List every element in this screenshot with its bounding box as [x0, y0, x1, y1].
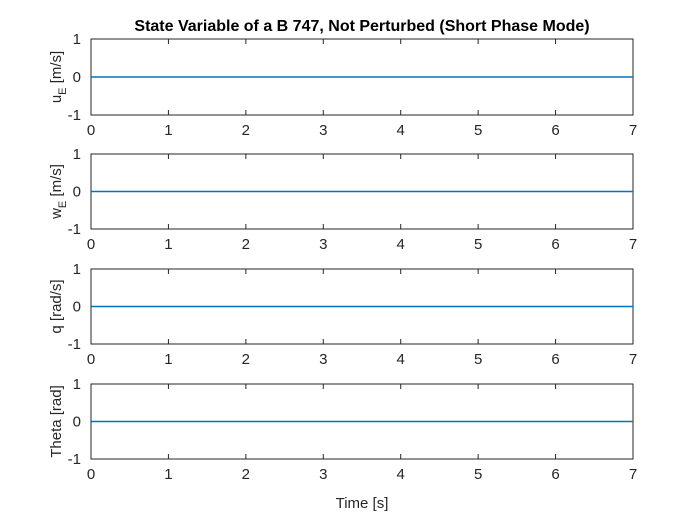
x-tick-label: 0 — [87, 236, 95, 253]
x-tick-label: 7 — [629, 466, 637, 483]
subplot-3: 0 1 2 3 4 5 6 7 -1 0 1 q [rad/s] — [48, 261, 637, 368]
x-tick-label: 1 — [164, 236, 172, 253]
x-tick-label: 1 — [164, 466, 172, 483]
x-tick-label: 3 — [319, 236, 327, 253]
y-tick-label: -1 — [68, 107, 81, 124]
x-tick-label: 7 — [629, 236, 637, 253]
y-tick-label: -1 — [68, 336, 81, 353]
x-tick-label: 7 — [629, 351, 637, 368]
x-tick-label: 6 — [551, 122, 559, 139]
x-tick-label: 2 — [242, 351, 250, 368]
y-tick-label: 0 — [73, 69, 81, 86]
y-tick-label: 0 — [73, 184, 81, 201]
x-tick-label: 6 — [551, 466, 559, 483]
x-tick-label: 4 — [397, 236, 405, 253]
figure-title: State Variable of a B 747, Not Perturbed… — [134, 18, 589, 35]
x-tick-label: 0 — [87, 122, 95, 139]
x-tick-label: 1 — [164, 351, 172, 368]
x-tick-label: 2 — [242, 236, 250, 253]
subplot-4: 0 1 2 3 4 5 6 7 -1 0 1 Theta [rad] — [48, 376, 637, 483]
y-tick-label: -1 — [68, 451, 81, 468]
x-tick-label: 6 — [551, 236, 559, 253]
x-tick-label: 0 — [87, 351, 95, 368]
x-tick-label: 4 — [397, 466, 405, 483]
x-tick-label: 7 — [629, 122, 637, 139]
y-tick-label: 0 — [73, 414, 81, 431]
y-axis-label: wE [m/s] — [48, 164, 69, 220]
y-tick-label: 1 — [73, 376, 81, 393]
y-axis-label: q [rad/s] — [48, 279, 65, 333]
x-tick-label: 4 — [397, 122, 405, 139]
x-tick-label: 3 — [319, 466, 327, 483]
x-tick-label: 5 — [474, 122, 482, 139]
x-tick-label: 1 — [164, 122, 172, 139]
y-tick-label: -1 — [68, 221, 81, 238]
x-tick-label: 6 — [551, 351, 559, 368]
x-tick-label: 2 — [242, 466, 250, 483]
y-tick-label: 0 — [73, 299, 81, 316]
x-tick-label: 3 — [319, 122, 327, 139]
x-tick-label: 3 — [319, 351, 327, 368]
x-tick-label: 2 — [242, 122, 250, 139]
x-tick-label: 4 — [397, 351, 405, 368]
y-axis-label: uE [m/s] — [48, 51, 69, 103]
x-axis-label: Time [s] — [336, 495, 389, 512]
x-tick-label: 5 — [474, 236, 482, 253]
y-tick-label: 1 — [73, 261, 81, 278]
y-axis-label: Theta [rad] — [48, 385, 65, 458]
x-tick-label: 0 — [87, 466, 95, 483]
x-tick-label: 5 — [474, 351, 482, 368]
x-tick-label: 5 — [474, 466, 482, 483]
y-tick-label: 1 — [73, 146, 81, 163]
y-tick-label: 1 — [73, 31, 81, 48]
